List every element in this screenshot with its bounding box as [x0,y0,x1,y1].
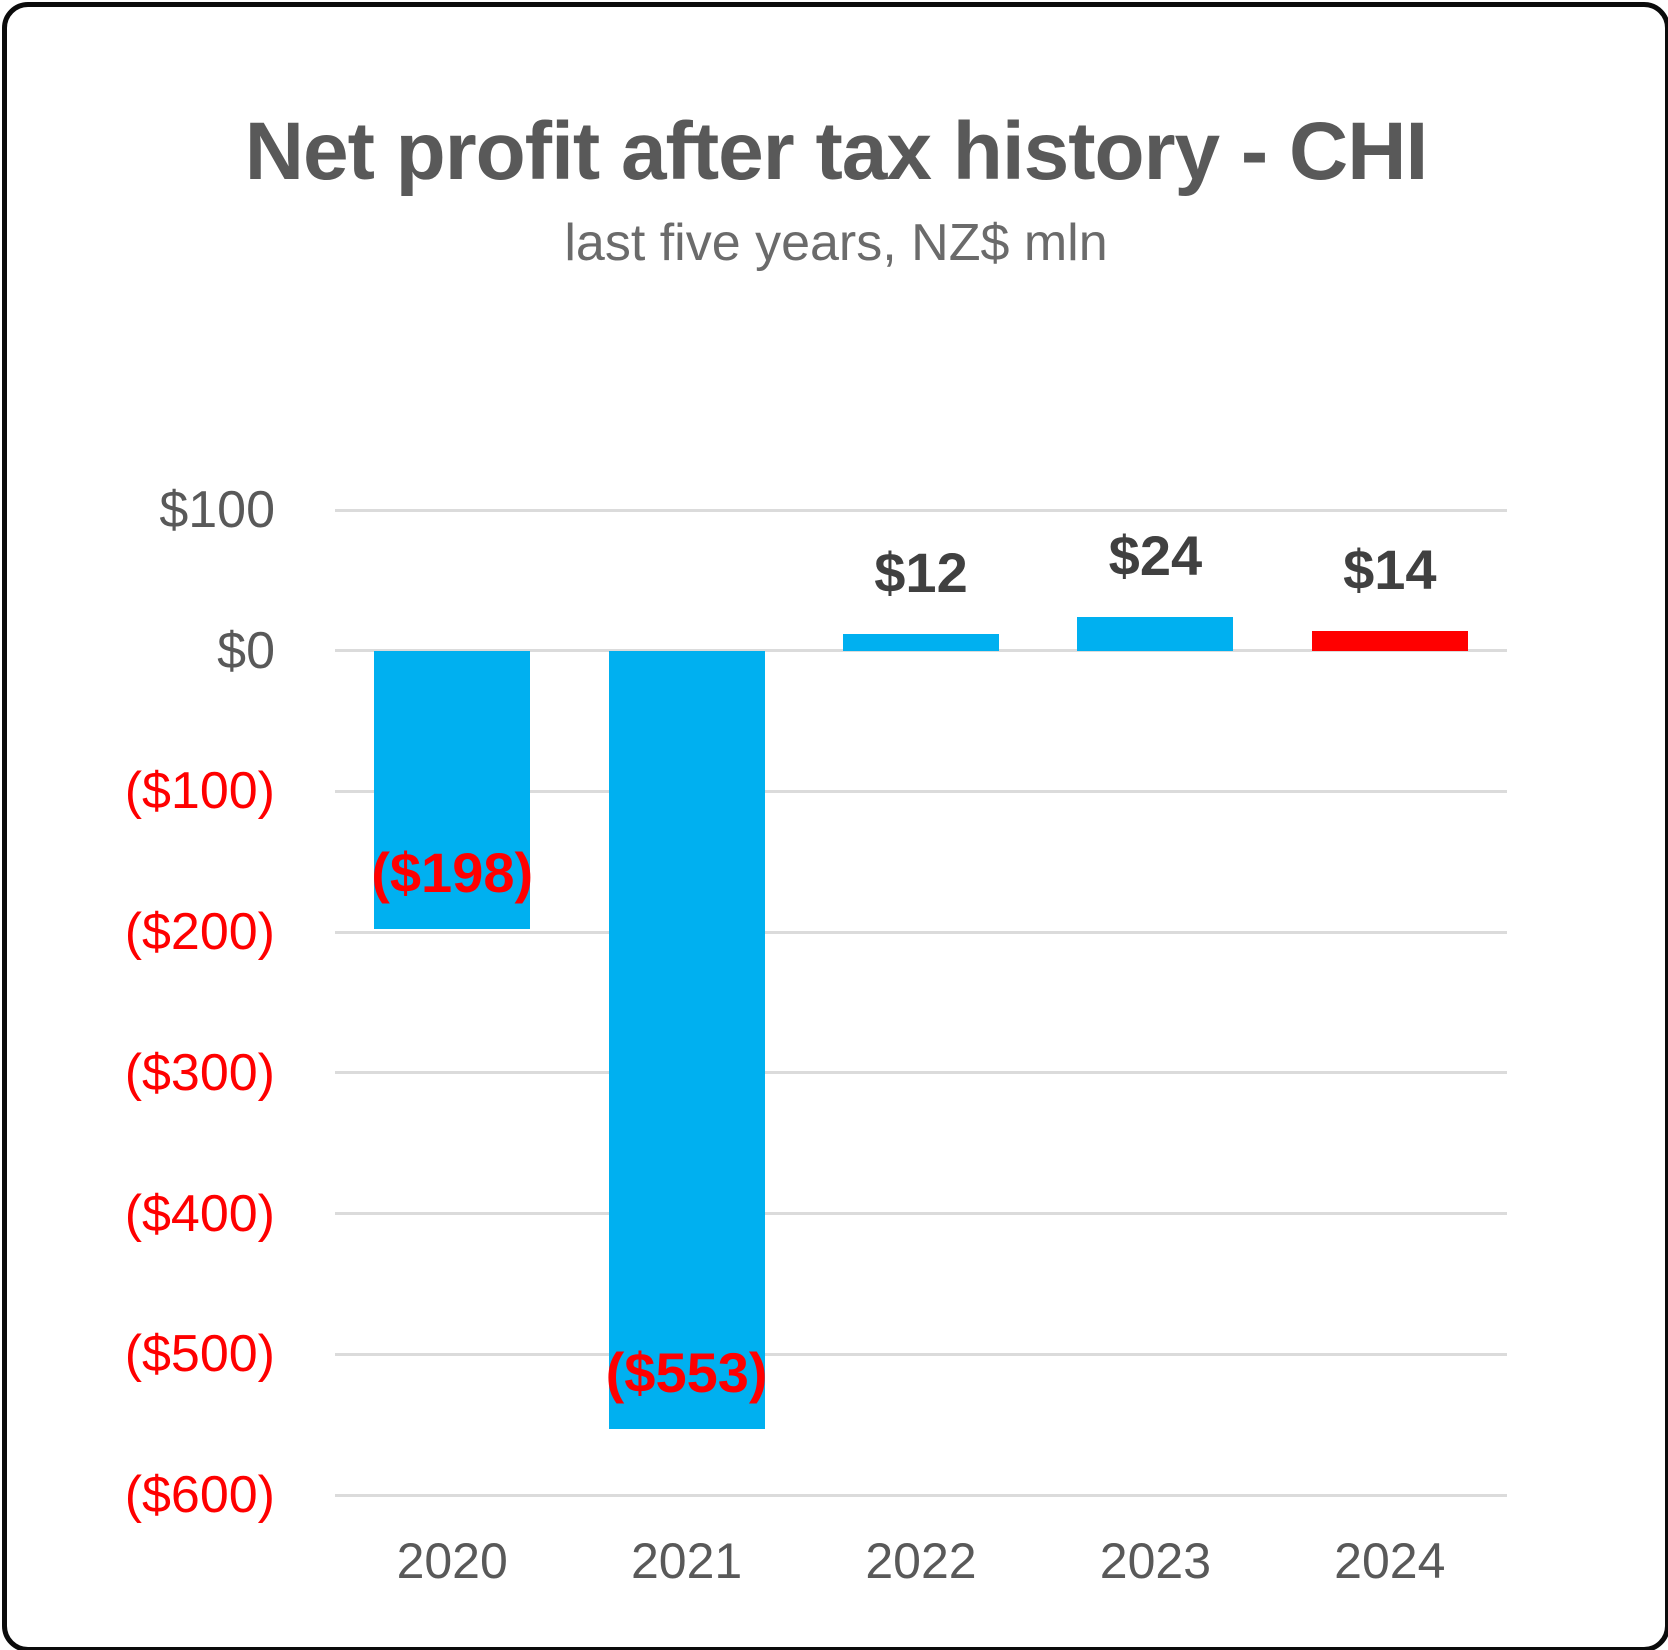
bar-2020 [374,650,531,930]
y-axis-label: ($100) [124,762,275,821]
plot-area: $100 $0 ($100) ($200) ($300) ($400) ($500) ($60… [7,7,1665,1647]
y-axis-label: $100 [159,481,275,539]
y-axis-label: ($500) [124,1325,275,1384]
gridline [335,1071,1507,1075]
bar-2021 [608,650,765,1429]
data-label-2023: $24 [1108,523,1203,587]
x-axis-label-2023: 2023 [1099,1533,1211,1589]
gridline [335,1493,1507,1497]
gridline [335,930,1507,934]
y-axis-label: ($400) [124,1184,275,1243]
y-axis-label: ($300) [124,1043,275,1102]
gridline [335,649,1507,653]
data-label-2022: $12 [874,540,968,604]
data-label-2021: ($553) [605,1340,768,1404]
chart-subtitle: last five years, NZ$ mln [564,214,1108,272]
data-label-2024: $14 [1343,538,1437,601]
bar-2024 [1311,631,1468,651]
gridline [335,789,1507,793]
x-axis-label-2020: 2020 [396,1533,508,1589]
data-label-2020: ($198) [371,841,534,905]
bar-2022 [843,633,999,651]
gridline [335,1212,1507,1216]
y-axis-label: $0 [217,621,275,680]
gridline [335,1352,1507,1356]
chart-title: Net profit after tax history - CHI [244,106,1428,197]
gridline [335,508,1507,512]
bar-2023 [1077,616,1234,651]
x-axis-label-2024: 2024 [1334,1533,1446,1589]
x-axis-label-2022: 2022 [865,1533,977,1589]
x-axis-label-2021: 2021 [630,1533,743,1589]
y-axis-label: ($600) [124,1466,275,1524]
y-axis-label: ($200) [124,903,275,962]
